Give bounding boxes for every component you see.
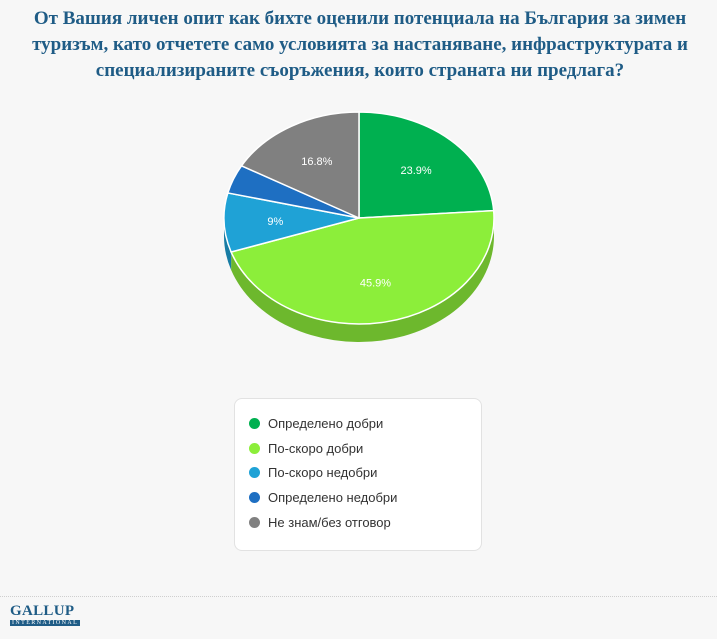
pie-side-1	[231, 218, 494, 342]
legend-dot	[249, 417, 260, 429]
legend-item-rather-not-good[interactable]: По-скоро недобри	[249, 461, 481, 486]
data-label-0: 23.9%	[401, 165, 432, 177]
pie-slice-0	[358, 111, 495, 219]
legend-label: Не знам/без отговор	[268, 515, 391, 531]
data-label-4: 16.8%	[301, 156, 332, 168]
legend-dot	[249, 517, 260, 529]
logo-subtitle: INTERNATIONAL	[10, 620, 81, 626]
legend-label: Определено недобри	[268, 490, 398, 506]
pie-slice-4	[240, 111, 360, 220]
legend-dot	[249, 467, 260, 479]
legend-label: По-скоро добри	[268, 440, 364, 456]
data-label-1: 45.9%	[360, 277, 391, 289]
gallup-logo[interactable]: GALLUP INTERNATIONAL	[10, 603, 81, 626]
chart-title: От Вашия личен опит как бихте оценили по…	[32, 8, 688, 81]
chart-legend: Определено добри По-скоро добри По-скоро…	[234, 398, 482, 551]
legend-item-dont-know[interactable]: Не знам/без отговор	[249, 510, 481, 535]
legend-dot	[249, 492, 260, 504]
legend-label: Определено добри	[268, 415, 384, 431]
footer-divider	[0, 596, 717, 597]
pie-chart: 23.9% 45.9% 9% 16.8%	[223, 111, 495, 342]
data-label-2: 9%	[267, 216, 283, 228]
legend-item-rather-good[interactable]: По-скоро добри	[249, 436, 481, 461]
legend-item-definitely-good[interactable]: Определено добри	[249, 411, 481, 436]
legend-dot	[249, 442, 260, 454]
legend-label: По-скоро недобри	[268, 465, 378, 481]
logo-wordmark: GALLUP	[10, 603, 75, 619]
pie-slice-1	[230, 209, 495, 325]
legend-item-definitely-not-good[interactable]: Определено недобри	[249, 485, 481, 510]
